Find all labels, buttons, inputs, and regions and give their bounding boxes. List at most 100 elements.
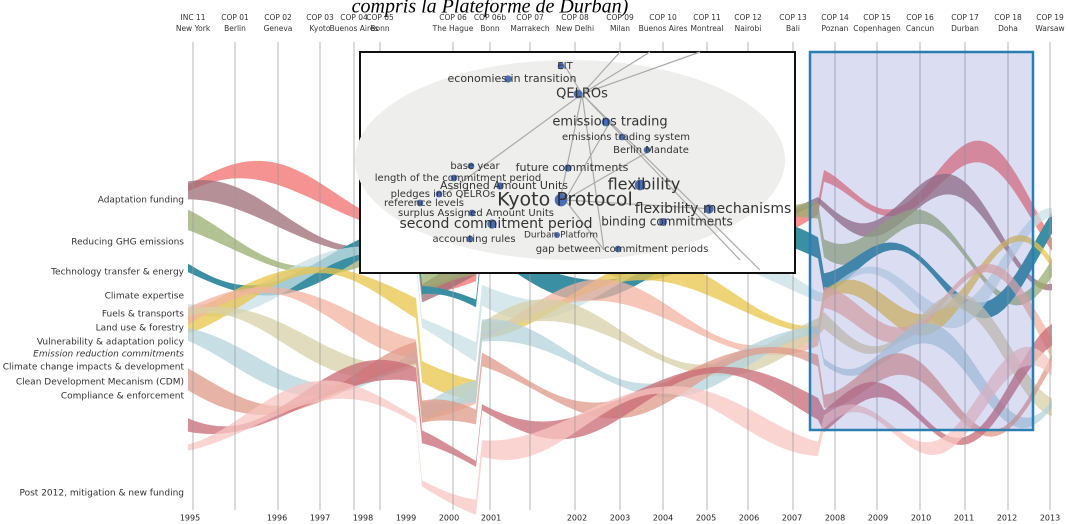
node-dot — [614, 245, 622, 253]
node-dot — [496, 182, 504, 190]
conference-city: New Delhi — [556, 24, 594, 33]
node-label: Berlin Mandate — [613, 145, 689, 156]
topic-label: Climate change impacts & development — [3, 363, 185, 373]
topic-label: Post 2012, mitigation & new funding — [20, 489, 185, 499]
inset-halo — [355, 60, 785, 260]
topic-label: Adaptation funding — [98, 196, 184, 206]
year-label: 1998 — [353, 514, 373, 523]
conference-code: COP 14 — [821, 13, 849, 22]
node-label: Assigned Amount Units — [440, 179, 568, 192]
conference-city: Warsaw — [1035, 24, 1064, 33]
edge — [564, 121, 611, 201]
node-dot — [466, 235, 474, 243]
node-dot — [564, 164, 572, 172]
highlight-box — [808, 50, 1035, 432]
conference-code: COP 04 — [340, 13, 368, 22]
conference-city: Montreal — [691, 24, 724, 33]
node-label: emissions trading system — [562, 132, 690, 143]
conference-code: COP 18 — [994, 13, 1022, 22]
node-dot — [601, 117, 611, 127]
conference-city: Nairobi — [735, 24, 762, 33]
node-label: emissions trading — [552, 115, 667, 130]
node-label: QELROs — [556, 87, 608, 102]
topic-label: Vulnerability & adaptation policy — [37, 338, 185, 348]
stream — [188, 323, 1052, 467]
node-dot — [467, 162, 475, 170]
conference-code: COP 09 — [606, 13, 634, 22]
topic-label: Land use & forestry — [96, 324, 185, 334]
conference-city: Bonn — [480, 24, 499, 33]
year-label: 2002 — [567, 514, 587, 523]
node-label: base year — [450, 161, 500, 172]
node-label: EIT — [557, 61, 573, 72]
node-dot — [554, 232, 560, 238]
year-label: 2010 — [911, 514, 931, 523]
node-dot — [659, 218, 667, 226]
stream — [188, 173, 1052, 303]
edge — [564, 65, 583, 95]
edge — [564, 199, 605, 251]
conference-code: COP 06b — [474, 13, 507, 22]
year-label: 2007 — [782, 514, 802, 523]
edge — [564, 199, 714, 210]
year-label: 2006 — [739, 514, 759, 523]
node-label: Kyoto Protocol — [497, 189, 633, 211]
conference-code: COP 03 — [306, 13, 334, 22]
node-label: economies in transition — [448, 72, 577, 85]
topic-label: Reducing GHG emissions — [71, 238, 184, 248]
edge — [559, 93, 583, 201]
conference-city: Durban — [951, 24, 979, 33]
node-label: accounting rules — [432, 234, 515, 245]
conference-city: Copenhagen — [853, 24, 901, 33]
node-dot — [450, 174, 458, 182]
stream — [188, 140, 1052, 294]
title: compris la Plateforme de Durban) — [352, 0, 629, 18]
node-label: pledges into QELROs — [391, 189, 496, 200]
edge — [564, 149, 652, 201]
edge — [581, 93, 761, 271]
edge — [581, 51, 621, 95]
edge — [443, 93, 583, 196]
year-label: 2003 — [610, 514, 630, 523]
year-label: 2009 — [868, 514, 888, 523]
conference-code: COP 17 — [951, 13, 979, 22]
conference-code: COP 15 — [863, 13, 891, 22]
node-dot — [704, 204, 714, 214]
year-label: 1996 — [267, 514, 287, 523]
topic-label: Compliance & enforcement — [61, 392, 185, 402]
edge — [581, 51, 651, 95]
node-label: gap between commitment periods — [536, 244, 709, 255]
conference-city: Marrakech — [510, 24, 550, 33]
conference-code: COP 13 — [779, 13, 807, 22]
node-label: binding commitments — [601, 215, 733, 229]
year-label: 2011 — [954, 514, 974, 523]
edge — [581, 93, 605, 251]
node-dot — [557, 62, 565, 70]
node-label: second commitment period — [400, 216, 593, 232]
node-dot — [435, 190, 443, 198]
node-label: reference levels — [384, 198, 464, 209]
topic-label: Fuels & transports — [102, 310, 184, 320]
conference-city: The Hague — [432, 24, 474, 33]
topic-label: Emission reduction commitments — [33, 350, 184, 360]
node-dot — [618, 133, 626, 141]
year-label: 2013 — [1040, 514, 1060, 523]
year-label: 1995 — [180, 514, 200, 523]
conference-city: Doha — [998, 24, 1018, 33]
conference-city: Cancun — [906, 24, 934, 33]
conference-code: COP 06 — [439, 13, 467, 22]
year-label: 2004 — [653, 514, 673, 523]
node-dot — [643, 146, 651, 154]
conference-code: COP 12 — [734, 13, 762, 22]
topic-label: Climate expertise — [105, 292, 185, 302]
year-label: 1997 — [310, 514, 330, 523]
conference-code: COP 16 — [906, 13, 934, 22]
topic-label: Technology transfer & energy — [50, 268, 185, 278]
conference-city: Berlin — [224, 24, 246, 33]
conference-code: INC 11 — [181, 13, 206, 22]
conference-city: Bali — [786, 24, 800, 33]
conference-code: COP 07 — [516, 13, 544, 22]
conference-city: Buenos Aires — [639, 24, 688, 33]
